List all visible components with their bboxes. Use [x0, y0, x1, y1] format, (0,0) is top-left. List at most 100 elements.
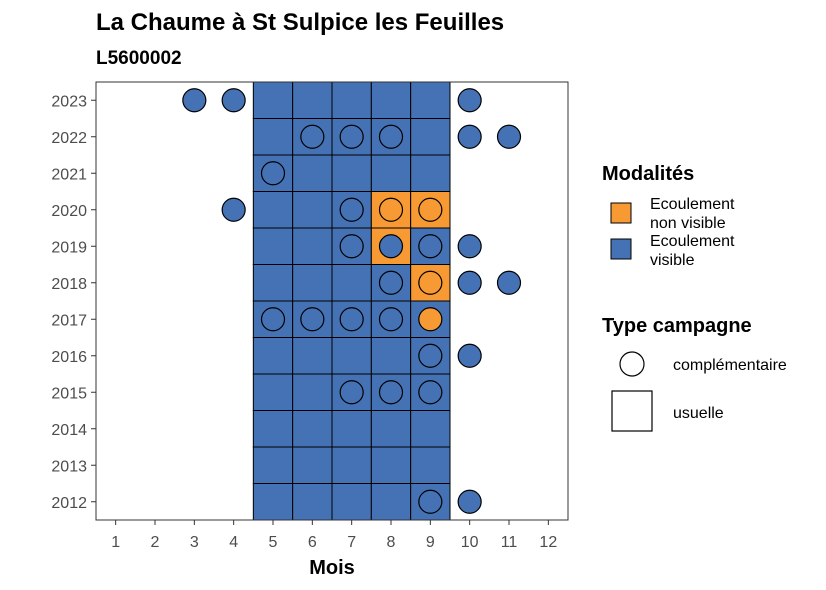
legend-label-non-visible-1: Ecoulement [650, 196, 735, 213]
legend-key-non-visible [610, 202, 632, 224]
y-tick-label: 2012 [51, 495, 87, 512]
usuelle-tiles [252, 81, 451, 521]
y-tick-label: 2018 [51, 276, 87, 293]
complementaire-point [221, 197, 246, 222]
legend-key-usuelle [611, 390, 653, 432]
complementaire-point [339, 124, 364, 149]
x-axis: 1 2 3 4 5 6 7 8 9 10 11 12 [111, 520, 557, 551]
usuelle-tile [331, 483, 372, 521]
legend: Modalités Ecoulement non visible Ecoulem… [602, 163, 787, 432]
usuelle-tile [331, 154, 372, 192]
plot-panel-border [95, 81, 569, 521]
usuelle-tile [410, 154, 451, 192]
usuelle-tile [370, 81, 412, 119]
x-tick-label: 6 [308, 534, 317, 551]
complementaire-point [339, 380, 364, 405]
y-tick-label: 2016 [51, 349, 87, 366]
complementaire-point [457, 124, 482, 149]
complementaire-points [182, 88, 522, 514]
y-axis: 2012 2013 2014 2015 2016 2017 2018 2019 2020 2021… [51, 93, 96, 512]
legend-title-type: Type campagne [602, 315, 752, 337]
usuelle-tile [331, 81, 372, 119]
usuelle-tile [292, 264, 333, 302]
y-tick-label: 2017 [51, 312, 87, 329]
legend-title-modalites: Modalités [602, 163, 694, 185]
x-tick-label: 8 [387, 534, 396, 551]
usuelle-tile [252, 446, 294, 484]
usuelle-tile [252, 118, 294, 156]
complementaire-point [418, 270, 443, 295]
complementaire-point [182, 88, 207, 113]
complementaire-point [339, 307, 364, 332]
x-axis-label: Mois [309, 557, 355, 579]
usuelle-tile [410, 118, 451, 156]
x-tick-label: 10 [461, 534, 479, 551]
complementaire-point [418, 489, 443, 514]
complementaire-point [496, 270, 522, 295]
legend-label-visible-1: Ecoulement [650, 233, 735, 250]
usuelle-tile [331, 410, 372, 448]
complementaire-point [378, 270, 404, 295]
usuelle-tile [252, 264, 294, 302]
usuelle-tile [370, 446, 412, 484]
complementaire-point [457, 489, 482, 514]
complementaire-point [418, 197, 443, 222]
complementaire-point [457, 343, 482, 368]
y-tick-label: 2015 [51, 385, 87, 402]
y-tick-label: 2013 [51, 458, 87, 475]
complementaire-point [457, 88, 482, 113]
usuelle-tile [410, 410, 451, 448]
complementaire-point [339, 197, 364, 222]
y-tick-label: 2014 [51, 422, 87, 439]
x-tick-label: 2 [151, 534, 160, 551]
x-tick-label: 1 [111, 534, 120, 551]
usuelle-tile [292, 118, 333, 156]
x-tick-label: 3 [190, 534, 199, 551]
complementaire-point [378, 124, 404, 149]
complementaire-point [457, 234, 482, 259]
usuelle-tile [331, 337, 372, 375]
usuelle-tile [252, 410, 294, 448]
legend-label-complementaire: complémentaire [673, 357, 787, 374]
complementaire-point [496, 124, 522, 149]
y-tick-label: 2021 [51, 166, 87, 183]
y-tick-label: 2019 [51, 239, 87, 256]
usuelle-tile [370, 483, 412, 521]
complementaire-point [339, 234, 364, 259]
usuelle-tile [252, 81, 294, 119]
usuelle-tile [331, 264, 372, 302]
y-tick-label: 2020 [51, 203, 87, 220]
x-tick-label: 11 [501, 534, 518, 551]
usuelle-tile [292, 81, 333, 119]
usuelle-tile [292, 410, 333, 448]
chart-title: La Chaume à St Sulpice les Feuilles [96, 9, 504, 36]
usuelle-tile [331, 446, 372, 484]
usuelle-tile [252, 227, 294, 265]
y-tick-label: 2022 [51, 130, 87, 147]
x-tick-label: 7 [347, 534, 356, 551]
legend-label-usuelle: usuelle [673, 405, 724, 422]
usuelle-tile [410, 264, 451, 302]
x-tick-label: 12 [539, 534, 557, 551]
legend-key-visible [610, 238, 632, 260]
usuelle-tile [252, 373, 294, 411]
complementaire-point [418, 307, 443, 332]
complementaire-point [457, 270, 482, 295]
usuelle-tile [252, 483, 294, 521]
usuelle-tile [252, 191, 294, 229]
usuelle-tile [370, 410, 412, 448]
complementaire-point [300, 124, 325, 149]
usuelle-tile [370, 154, 412, 192]
complementaire-point [260, 307, 286, 332]
complementaire-point [221, 88, 246, 113]
complementaire-point [378, 307, 404, 332]
complementaire-point [378, 197, 404, 222]
x-tick-label: 5 [269, 534, 278, 551]
complementaire-point [418, 380, 443, 405]
usuelle-tile [292, 154, 333, 192]
complementaire-point [418, 234, 443, 259]
usuelle-tile [292, 191, 333, 229]
legend-label-non-visible-2: non visible [650, 215, 726, 232]
chart-subtitle: L5600002 [96, 48, 182, 69]
